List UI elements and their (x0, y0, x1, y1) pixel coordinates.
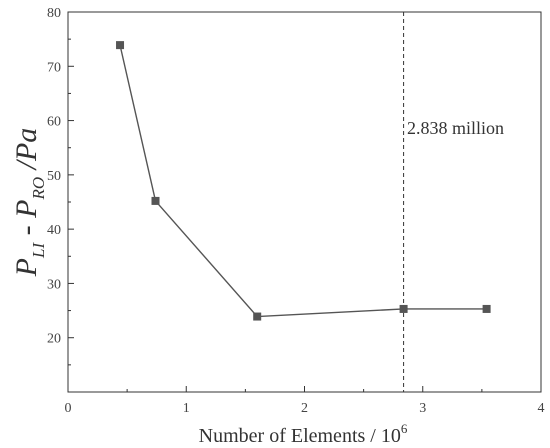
y-axis-title-unit: /Pa (10, 128, 43, 177)
plot-area (67, 11, 542, 393)
x-axis-title-exponent: 6 (401, 421, 408, 436)
data-point-marker (253, 312, 262, 321)
data-point-marker (151, 196, 160, 205)
y-tick-label: 20 (47, 332, 61, 347)
x-tick-label: 2 (301, 401, 308, 416)
y-tick-label: 80 (47, 6, 61, 21)
y-axis-title-p1: P (10, 258, 43, 277)
y-axis-title-p2: P (10, 200, 43, 219)
x-tick-label: 0 (65, 401, 72, 416)
y-axis-title-dash: - (10, 218, 43, 243)
y-axis-title-sub2: RO (29, 177, 48, 201)
x-tick-label: 4 (538, 401, 545, 416)
y-tick-label: 40 (47, 223, 61, 238)
data-point-marker (482, 304, 491, 313)
y-tick-label: 60 (47, 115, 61, 130)
x-tick-label: 1 (183, 401, 190, 416)
reference-line-label: 2.838 million (407, 118, 504, 138)
x-axis-title-text: Number of Elements / 10 (199, 425, 401, 447)
data-point-marker (399, 304, 408, 313)
y-tick-label: 50 (47, 169, 61, 184)
y-tick-label: 30 (47, 277, 61, 292)
x-tick-label: 3 (419, 401, 426, 416)
y-axis-title-sub1: LI (29, 242, 48, 259)
x-axis-title: Number of Elements / 106 (199, 421, 408, 447)
data-point-marker (116, 41, 125, 50)
y-tick-label: 70 (47, 60, 61, 75)
y-axis-title: PLI - PRO /Pa (10, 128, 48, 278)
